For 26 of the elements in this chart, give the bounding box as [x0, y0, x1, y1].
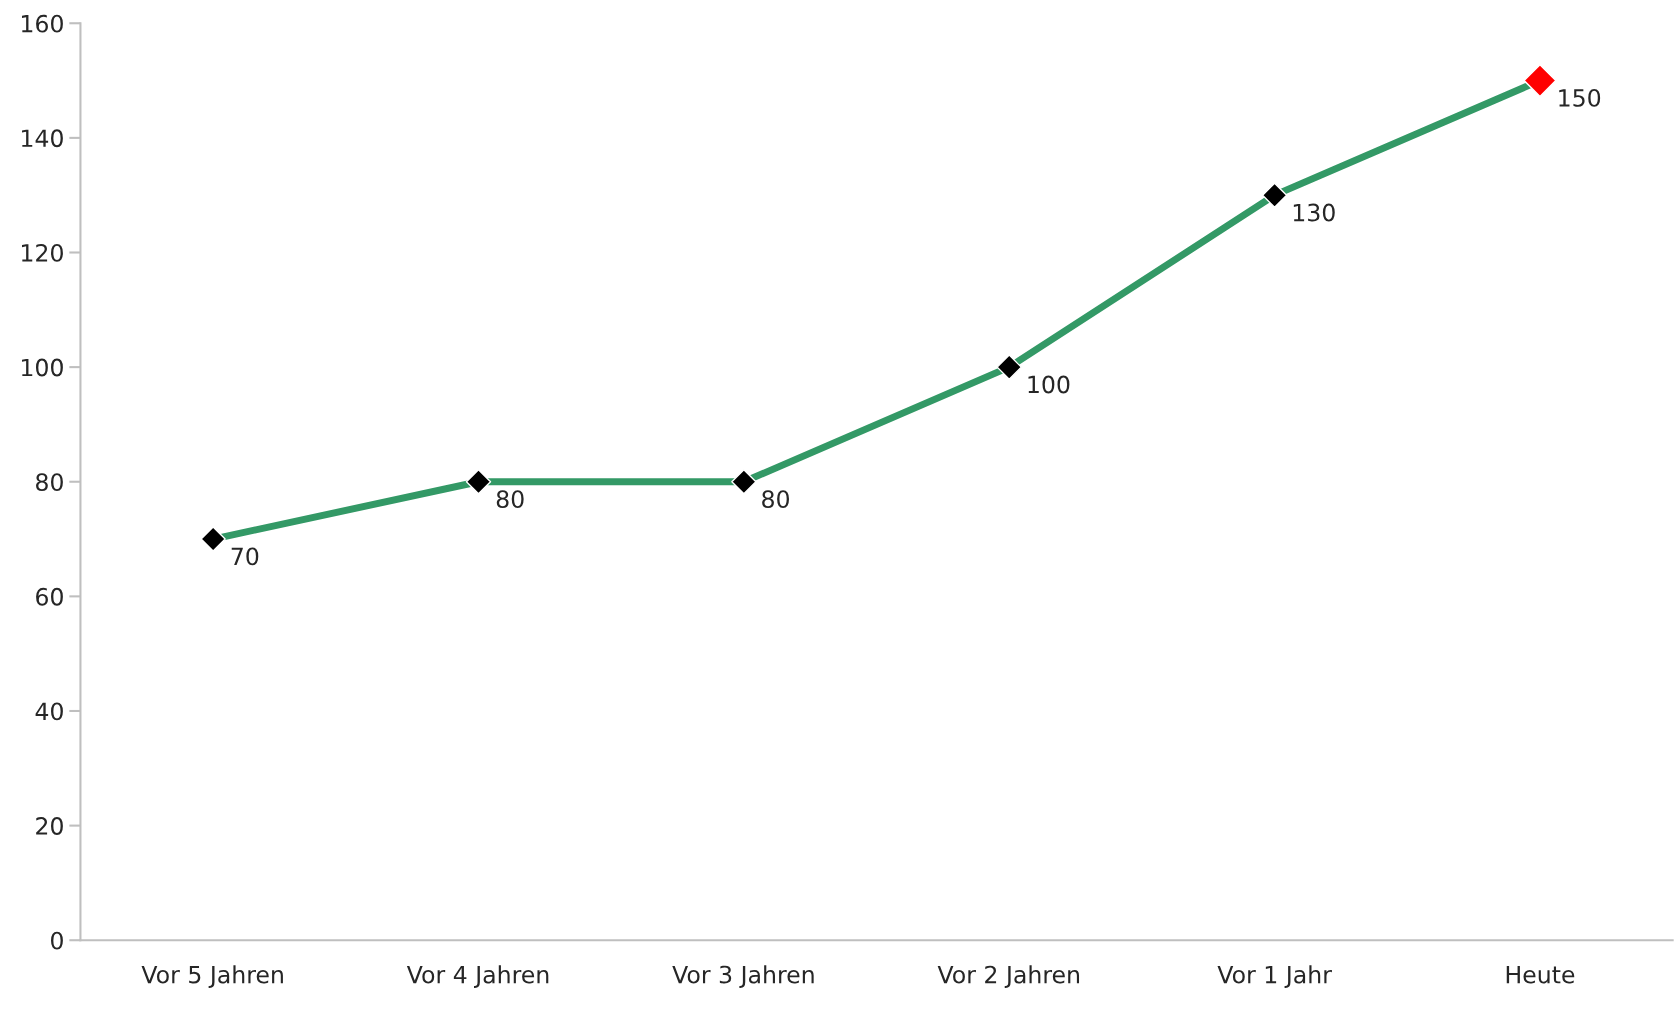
y-tick-label: 100 — [22, 358, 63, 377]
y-tick-label: 140 — [22, 129, 63, 148]
point — [200, 526, 226, 552]
y-tick-label: 120 — [22, 243, 63, 262]
y-tick-label: 40 — [35, 702, 63, 721]
data-label: 150 — [1559, 89, 1601, 107]
x-tick-label: Vor 5 Jahren — [141, 965, 283, 988]
x-tick-label: Vor 2 Jahren — [937, 965, 1080, 988]
point — [996, 354, 1022, 380]
point — [465, 469, 492, 495]
x-tick-label: Heute — [1506, 965, 1575, 984]
y-tick-label: 160 — [22, 14, 63, 33]
y-tick-label: 80 — [36, 473, 63, 492]
data-label: 70 — [231, 547, 259, 566]
y-tick-label: 20 — [36, 817, 63, 835]
x-tick-label: Vor 3 Jahren — [672, 965, 814, 988]
data-label: 80 — [496, 490, 524, 509]
point — [1261, 182, 1288, 208]
data-label: 100 — [1028, 375, 1070, 394]
y-tick-label: 0 — [51, 931, 63, 950]
data-label: 80 — [762, 490, 790, 509]
y-tick-label: 60 — [36, 587, 63, 606]
data-label: 130 — [1293, 203, 1335, 222]
x-tick-label: Vor 1 Jahr — [1217, 965, 1332, 988]
x-tick-label: Vor 4 Jahren — [406, 965, 549, 988]
point — [731, 469, 757, 495]
